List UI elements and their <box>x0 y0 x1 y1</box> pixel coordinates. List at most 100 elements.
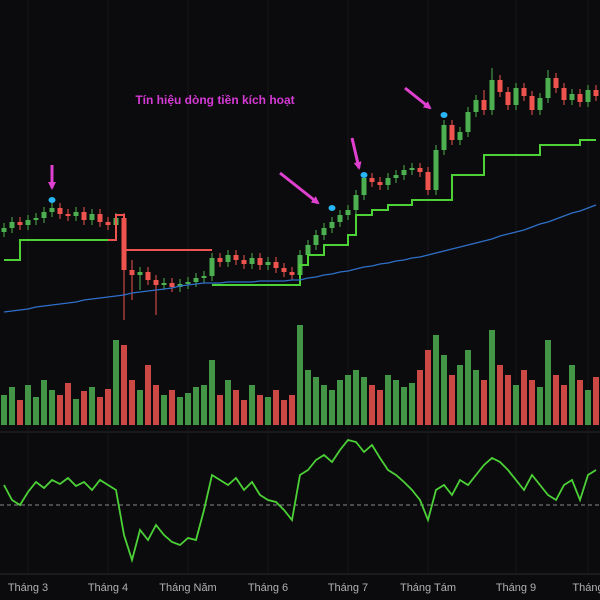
annotation-arrows <box>48 86 432 205</box>
signal-dot <box>440 112 448 118</box>
volume-bar <box>377 390 383 425</box>
candle-body <box>321 228 327 235</box>
candle-body <box>449 125 455 140</box>
volume-bar <box>249 385 255 425</box>
candle-body <box>393 175 399 178</box>
arrow <box>404 86 432 110</box>
volume-bar <box>313 377 319 425</box>
volume-bar <box>57 395 63 425</box>
candle-body <box>81 212 87 220</box>
volume-bar <box>177 397 183 425</box>
volume-bar <box>361 377 367 425</box>
candle-body <box>153 280 159 285</box>
volume-bar <box>289 395 295 425</box>
volume-bar <box>385 375 391 425</box>
candle-body <box>537 98 543 110</box>
volume-bar <box>9 387 15 425</box>
volume-bar <box>417 370 423 425</box>
candle-body <box>457 132 463 140</box>
volume-bar <box>89 387 95 425</box>
volume-bar <box>553 375 559 425</box>
volume-bar <box>73 399 79 425</box>
candle-body <box>353 195 359 210</box>
candle-body <box>209 258 215 276</box>
candle-body <box>33 218 39 220</box>
candle-body <box>593 90 599 96</box>
candle-body <box>105 222 111 225</box>
candle-body <box>569 94 575 100</box>
volume-bar <box>585 390 591 425</box>
candle-body <box>553 78 559 88</box>
candle-body <box>41 212 47 218</box>
volume-bar <box>185 393 191 425</box>
volume-bar <box>529 380 535 425</box>
candle-body <box>529 96 535 110</box>
candle-body <box>441 125 447 150</box>
candle-body <box>489 80 495 110</box>
candle-body <box>329 222 335 228</box>
candle-body <box>281 268 287 272</box>
volume-bar <box>1 395 7 425</box>
volume-bar <box>49 390 55 425</box>
candle-body <box>585 90 591 102</box>
volume-bar <box>233 390 239 425</box>
volume-bar <box>153 385 159 425</box>
volume-bar <box>593 377 599 425</box>
x-tick-label: Tháng 6 <box>248 582 288 594</box>
volume-bar <box>209 360 215 425</box>
volume-bar <box>25 385 31 425</box>
volume-bar <box>433 335 439 425</box>
volume-bar <box>569 365 575 425</box>
candle-body <box>49 208 55 212</box>
volume-bar <box>401 387 407 425</box>
candle-body <box>385 178 391 185</box>
overlay-line <box>4 139 596 286</box>
candle-body <box>577 94 583 102</box>
signal-dot <box>48 197 56 203</box>
x-tick-label: Tháng 9 <box>496 582 536 594</box>
candle-body <box>377 182 383 185</box>
candle-body <box>497 80 503 92</box>
volume-bar <box>513 385 519 425</box>
volume-bar <box>161 395 167 425</box>
volume-bar <box>201 385 207 425</box>
candle-body <box>249 258 255 264</box>
volume-bar <box>449 375 455 425</box>
x-tick-label: Tháng 3 <box>8 582 48 594</box>
volume-bar <box>193 387 199 425</box>
candle-body <box>505 92 511 105</box>
volume-panel <box>1 325 599 425</box>
volume-bar <box>337 380 343 425</box>
volume-bar <box>497 365 503 425</box>
candle-body <box>89 214 95 220</box>
candle-body <box>361 178 367 195</box>
candle-body <box>57 208 63 214</box>
volume-bar <box>321 385 327 425</box>
price-panel <box>1 68 599 320</box>
candle-body <box>401 170 407 175</box>
volume-bar <box>561 385 567 425</box>
volume-bar <box>305 370 311 425</box>
volume-bar <box>473 370 479 425</box>
volume-bar <box>41 380 47 425</box>
volume-bar <box>537 387 543 425</box>
arrow <box>279 171 320 205</box>
volume-bar <box>65 383 71 425</box>
candle-body <box>257 258 263 265</box>
signal-dot <box>328 205 336 211</box>
candle-body <box>425 172 431 190</box>
volume-bar <box>353 370 359 425</box>
volume-bar <box>81 391 87 425</box>
candle-body <box>97 214 103 222</box>
candle-body <box>305 245 311 255</box>
x-tick-label: Tháng <box>572 582 600 594</box>
candle-body <box>129 270 135 275</box>
volume-bar <box>393 380 399 425</box>
volume-bar <box>281 400 287 425</box>
volume-bar <box>129 380 135 425</box>
candle-body <box>73 212 79 216</box>
volume-bar <box>33 397 39 425</box>
volume-bar <box>425 350 431 425</box>
candle-body <box>225 255 231 262</box>
